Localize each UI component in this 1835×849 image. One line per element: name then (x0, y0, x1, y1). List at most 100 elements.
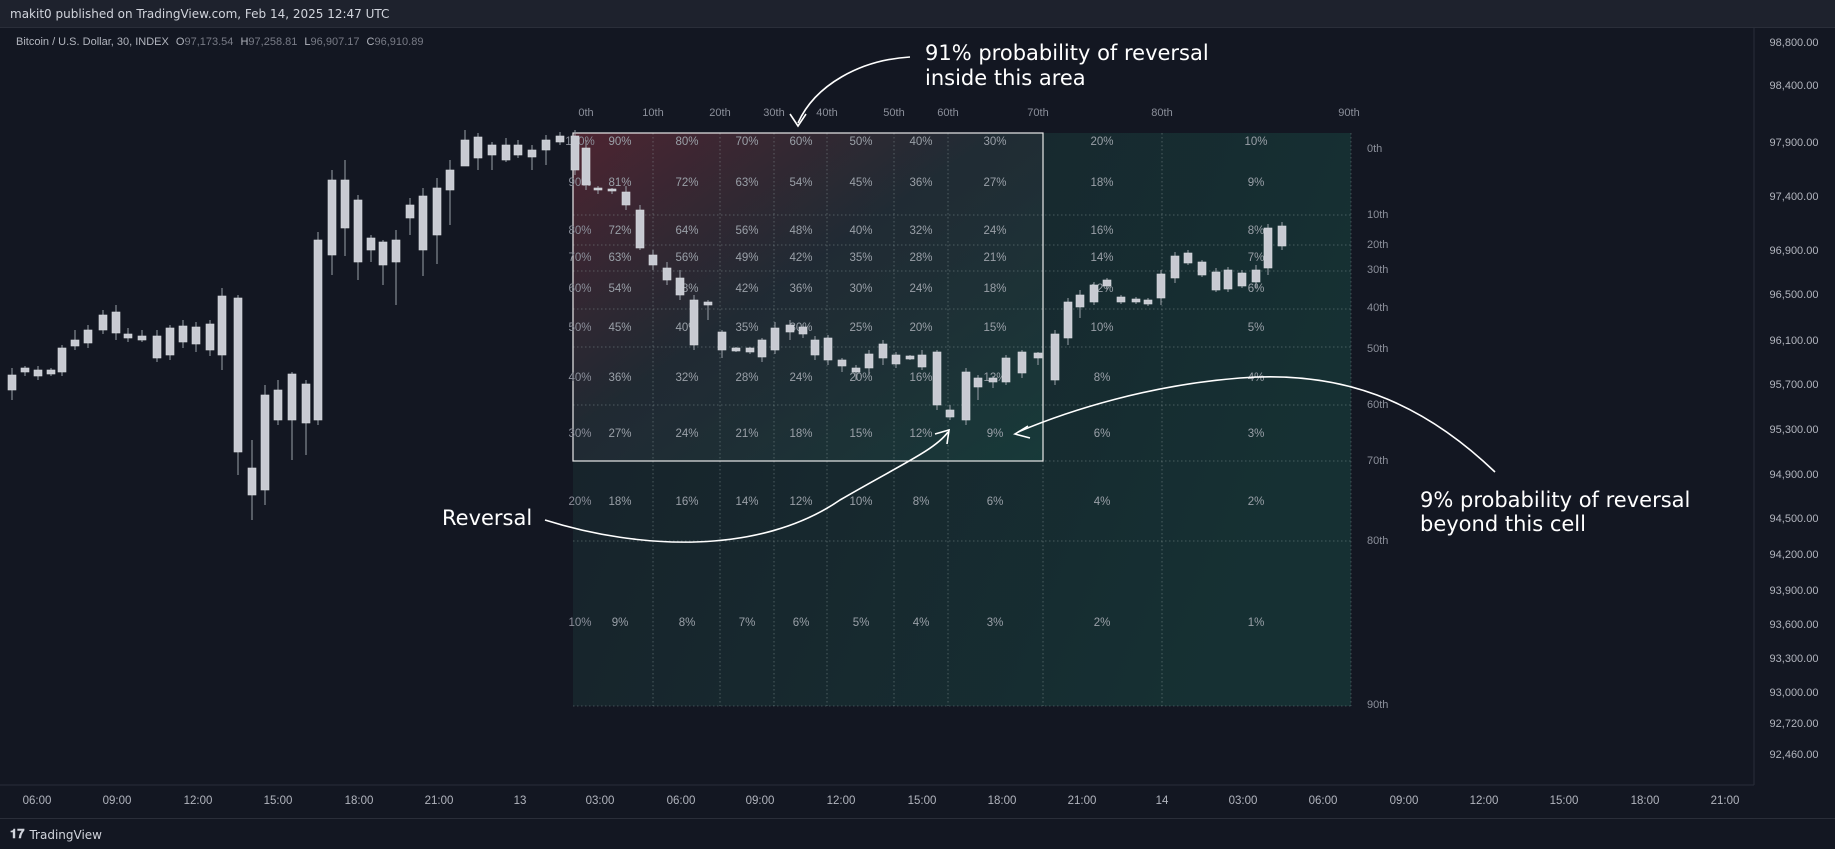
candle-body (260, 394, 270, 491)
candle-body (287, 373, 297, 421)
grid-cell-value: 3% (1248, 428, 1265, 440)
price-label: 98,800.00 (1770, 37, 1819, 49)
grid-left-label: 20% (568, 496, 591, 508)
grid-cell-value: 54% (789, 177, 812, 189)
candle-body (340, 179, 350, 229)
price-label: 94,200.00 (1770, 549, 1819, 561)
grid-cell-value: 70% (735, 136, 758, 148)
candle-body (46, 369, 56, 375)
footer-bar: 𝟏𝟕 TradingView (0, 818, 1835, 849)
grid-cell-value: 30% (983, 136, 1006, 148)
grid-cell-value: 14% (735, 496, 758, 508)
candle-body (7, 374, 17, 391)
price-chart[interactable]: Bitcoin / U.S. Dollar, 30, INDEX O97,173… (0, 27, 1835, 818)
grid-cell-value: 63% (608, 252, 631, 264)
candle-body (191, 326, 201, 345)
grid-cell-value: 21% (983, 252, 1006, 264)
price-label: 97,400.00 (1770, 191, 1819, 203)
candle-body (1183, 252, 1193, 264)
open-label: O (176, 36, 185, 48)
grid-cell-value: 10% (849, 496, 872, 508)
grid-cell-value: 16% (1090, 225, 1113, 237)
candle-body (1170, 255, 1180, 279)
grid-right-label: 50th (1367, 343, 1388, 355)
candle-body (366, 237, 376, 251)
arrow-right-head (1012, 425, 1031, 439)
grid-cell-value: 24% (675, 428, 698, 440)
candle-body (945, 409, 955, 418)
candle-body (541, 139, 551, 151)
grid-cell-value: 3% (987, 617, 1004, 629)
publisher-bar: makit0 published on TradingView.com, Feb… (0, 0, 1835, 28)
grid-cell-value: 63% (735, 177, 758, 189)
grid-cell-value: 32% (909, 225, 932, 237)
symbol-name: Bitcoin / U.S. Dollar, 30, INDEX (16, 36, 169, 48)
candle-body (178, 325, 188, 343)
price-label: 93,900.00 (1770, 585, 1819, 597)
candle-body (1075, 294, 1085, 308)
grid-cell-value: 8% (1094, 372, 1111, 384)
candle-body (798, 326, 808, 335)
candle-body (785, 324, 795, 333)
grid-cell-value: 20% (1090, 136, 1113, 148)
candle-body (1131, 298, 1141, 303)
tradingview-logo[interactable]: 𝟏𝟕 TradingView (10, 827, 102, 842)
annotation-top-line1: 91% probability of reversal (925, 41, 1209, 65)
candle-body (570, 135, 580, 171)
time-label: 12:00 (827, 795, 856, 807)
grid-cell-value: 8% (913, 496, 930, 508)
time-label: 13 (514, 795, 527, 807)
grid-cell-value: 18% (983, 283, 1006, 295)
grid-right-label: 80th (1367, 535, 1388, 547)
candle-body (111, 311, 121, 334)
time-label: 12:00 (1470, 795, 1499, 807)
grid-cell-value: 50% (849, 136, 872, 148)
time-label: 09:00 (746, 795, 775, 807)
grid-cell-value: 5% (853, 617, 870, 629)
grid-right-label: 10th (1367, 209, 1388, 221)
candle-body (527, 149, 537, 158)
time-label: 18:00 (345, 795, 374, 807)
time-label: 03:00 (586, 795, 615, 807)
grid-cell-value: 18% (1090, 177, 1113, 189)
grid-cell-value: 54% (608, 283, 631, 295)
candle-body (662, 267, 672, 281)
grid-cell-value: 60% (789, 136, 812, 148)
candle-body (57, 347, 67, 373)
candle-body (635, 209, 645, 249)
candle-body (513, 144, 523, 156)
candle-body (391, 239, 401, 263)
arrow-reversal (544, 431, 949, 543)
candle-body (378, 241, 388, 266)
grid-cell-value: 8% (1248, 225, 1265, 237)
grid-top-label: 20th (709, 107, 730, 119)
grid-cell-value: 72% (608, 225, 631, 237)
grid-top-label: 30th (763, 107, 784, 119)
grid-top-label: 0th (578, 107, 593, 119)
price-label: 95,700.00 (1770, 379, 1819, 391)
time-axis[interactable]: 06:00 09:00 12:00 15:00 18:00 21:00 13 03:00 06:… (23, 795, 1740, 807)
candle-body (445, 169, 455, 191)
candle-body (581, 147, 591, 186)
grid-cell-value: 4% (913, 617, 930, 629)
grid-cell-value: 7% (1248, 252, 1265, 264)
highlight-area-box (572, 132, 1044, 462)
grid-cell-value: 27% (983, 177, 1006, 189)
candle-body (217, 295, 227, 356)
grid-top-label: 40th (816, 107, 837, 119)
candle-body (745, 347, 755, 353)
grid-cell-value: 56% (735, 225, 758, 237)
candle-body (233, 297, 243, 453)
grid-cell-value: 14% (1090, 252, 1113, 264)
grid-right-label: 60th (1367, 399, 1388, 411)
grid-cell-value: 90% (608, 136, 631, 148)
candle-body (1237, 272, 1247, 287)
candle-body (353, 199, 363, 263)
grid-cell-value: 64% (675, 225, 698, 237)
candle-body (83, 329, 93, 344)
candle-body (731, 347, 741, 352)
price-axis[interactable]: 98,800.00 98,400.00 97,900.00 97,400.00 96,9… (1770, 37, 1819, 761)
candle-body (717, 331, 727, 351)
grid-cell-value: 12% (909, 428, 932, 440)
grid-cell-value: 8% (679, 617, 696, 629)
